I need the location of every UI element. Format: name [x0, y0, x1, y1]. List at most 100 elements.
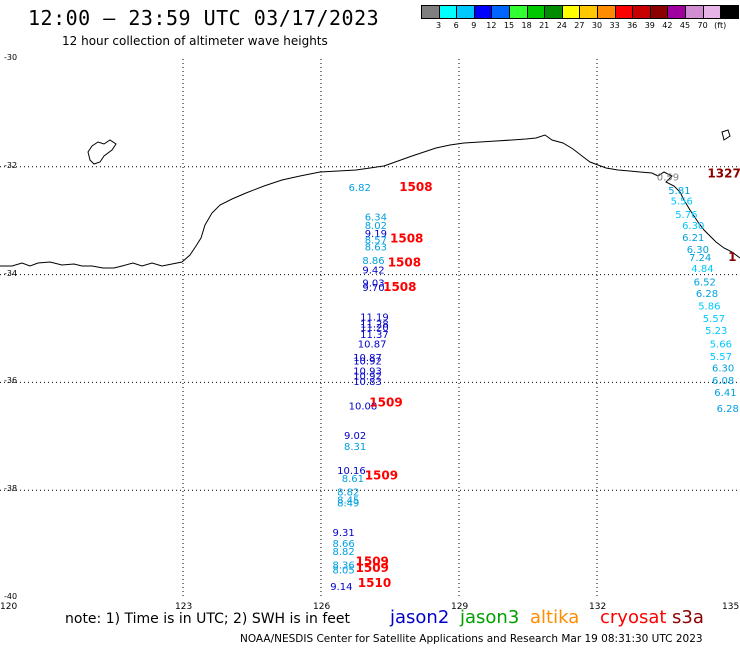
wave-height-value: 8.86: [362, 256, 384, 267]
color-scale-label: 33: [609, 21, 620, 30]
wave-height-value: 11.19: [360, 312, 389, 323]
wave-height-value: 11.20: [360, 323, 389, 334]
wave-height-value: 10.08: [349, 401, 378, 412]
wave-height-value: 9.31: [333, 528, 355, 539]
wave-height-value: 6.08: [712, 376, 734, 387]
wave-height-value: 8.57: [365, 235, 387, 246]
wave-height-value: 10.93: [353, 366, 382, 377]
color-scale-label: 12: [486, 21, 497, 30]
pass-time: 1: [728, 250, 736, 264]
wave-height-value: 9.19: [365, 229, 387, 240]
color-scale-label: 3: [436, 21, 442, 30]
color-scale-label: 70: [697, 21, 708, 30]
satellite-legend-s3a: s3a: [672, 607, 704, 628]
wave-height-value: 10.87: [353, 353, 382, 364]
pass-time: 1508: [383, 280, 416, 294]
latitude-label: -36: [4, 376, 18, 386]
color-scale-label: 9: [471, 21, 477, 30]
color-scale-label: 30: [591, 21, 603, 30]
pass-time: 1509: [356, 555, 389, 569]
pass-time: 1510: [358, 576, 391, 590]
pass-time: 1508: [399, 180, 432, 194]
pass-time-labels: 1508150815081508150915091509150915101327…: [356, 167, 740, 591]
wave-height-value: 9.14: [330, 582, 352, 593]
longitude-label: 135: [722, 602, 740, 612]
wave-height-value: 5.23: [705, 326, 727, 337]
wave-height-value: 8.66: [333, 539, 355, 550]
wave-height-value: 8.36: [333, 560, 355, 571]
wave-height-value: 5.66: [710, 339, 732, 350]
wave-height-value: 8.05: [333, 566, 355, 577]
coastline: [0, 134, 740, 269]
pass-time: 1508: [390, 231, 423, 245]
color-scale-label: 21: [539, 21, 550, 30]
wave-height-value: 7.24: [689, 253, 711, 264]
wave-height-value: 9.42: [362, 266, 384, 277]
color-scale-label: 36: [627, 21, 638, 30]
map-subtitle: 12 hour collection of altimeter wave hei…: [62, 34, 328, 48]
satellite-legend-jason3: jason3: [460, 607, 520, 628]
color-scale-label: 42: [662, 21, 673, 30]
pass-time: 1509: [365, 468, 398, 482]
wave-height-value: 11.37: [360, 330, 389, 341]
wave-height-value: 9.70: [362, 283, 384, 294]
wave-height-value: 9.02: [344, 431, 366, 442]
wave-height-value: 5.57: [703, 314, 725, 325]
kangaroo-island: [87, 139, 117, 165]
color-scale-label: 6: [453, 21, 459, 30]
latitude-label: -38: [4, 484, 18, 494]
wave-height-value: 0.59: [657, 172, 679, 183]
wave-height-value: 8.02: [365, 221, 387, 232]
longitude-label: 120: [0, 602, 18, 612]
wave-height-value: 8.63: [365, 242, 387, 253]
wave-height-value: 8.82: [337, 488, 359, 499]
wave-height-value: 5.81: [668, 186, 690, 197]
map-title: 12:00 – 23:59 UTC 03/17/2023: [28, 6, 380, 30]
wave-height-value: 8.45: [337, 496, 359, 507]
color-scale-label: 45: [679, 21, 691, 30]
color-scale-label: (ft): [714, 21, 727, 30]
wave-height-value: 8.31: [344, 442, 366, 453]
color-scale-label: 24: [556, 21, 567, 30]
wave-height-value: 6.41: [714, 388, 736, 399]
wave-height-labels: 6.82 6.348.029.198.578.63 8.869.429.039.70…: [330, 172, 739, 593]
pass-time: 1327: [707, 167, 740, 181]
satellite-legend-altika: altika: [530, 607, 580, 628]
pass-time: 1509: [356, 561, 389, 575]
wave-height-value: 10.92: [353, 372, 382, 383]
wave-height-value: 6.82: [349, 183, 371, 194]
wave-height-value: 8.82: [333, 547, 355, 558]
wave-height-value: 6.52: [694, 277, 716, 288]
wave-height-value: 8.49: [337, 498, 359, 509]
latitude-label: -40: [4, 592, 18, 601]
credit-footer: NOAA/NESDIS Center for Satellite Applica…: [240, 633, 703, 645]
wave-height-value: 9.03: [362, 278, 384, 289]
wave-height-value: 5.76: [675, 210, 697, 221]
longitude-label: 129: [451, 602, 469, 612]
coast-islet: [721, 129, 731, 141]
color-scale-label: 39: [644, 21, 655, 30]
graticule-grid: [0, 59, 740, 598]
satellite-legend-cryosat: cryosat: [600, 607, 667, 628]
wave-height-value: 5.56: [671, 197, 693, 208]
color-scale-label: 15: [503, 21, 515, 30]
latitude-label: -34: [4, 268, 18, 278]
wave-height-value: 6.28: [717, 404, 739, 415]
color-scale-swatch: [720, 5, 739, 19]
wave-height-value: 11.28: [360, 319, 389, 330]
wave-height-value: 5.86: [698, 302, 720, 313]
wave-height-value: 8.61: [342, 474, 364, 485]
wave-height-value: 10.83: [353, 377, 382, 388]
wave-height-value: 6.30: [682, 221, 704, 232]
wave-height-value: 6.30: [687, 245, 709, 256]
pass-time: 1509: [369, 396, 402, 410]
wave-height-value: 6.21: [682, 233, 704, 244]
wave-height-value: 10.92: [353, 357, 382, 368]
units-note: note: 1) Time is in UTC; 2) SWH is in fe…: [65, 611, 351, 627]
wave-height-value: 6.34: [365, 213, 387, 224]
wave-height-value: 6.28: [696, 289, 718, 300]
latitude-label: -30: [4, 53, 18, 62]
wave-height-value: 10.16: [337, 466, 366, 477]
pass-time: 1508: [388, 256, 421, 270]
